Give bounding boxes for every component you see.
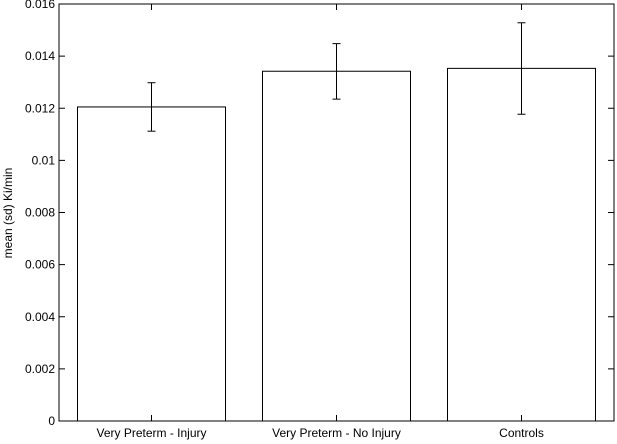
bar xyxy=(262,70,411,422)
y-tick-label: 0.014 xyxy=(25,49,55,63)
y-axis-ticks: 0 0.002 0.004 0.006 0.008 0.01 0.012 0.014 0.016 xyxy=(25,0,614,428)
x-axis-ticks: Very Preterm - Injury Very Preterm - No I… xyxy=(96,4,544,440)
x-tick-label: Controls xyxy=(499,426,544,440)
x-tick-label: Very Preterm - Injury xyxy=(96,426,206,440)
y-tick-label: 0.008 xyxy=(25,206,55,220)
y-tick-label: 0.006 xyxy=(25,258,55,272)
y-tick-label: 0.012 xyxy=(25,101,55,115)
y-tick-label: 0 xyxy=(48,414,55,428)
bar xyxy=(447,67,596,422)
y-tick-label: 0.01 xyxy=(32,153,56,167)
y-tick-label: 0.004 xyxy=(25,310,55,324)
y-tick-label: 0.016 xyxy=(25,0,55,11)
y-tick-label: 0.002 xyxy=(25,362,55,376)
error-bars-group xyxy=(147,22,526,132)
y-axis-label: mean (sd) Ki/min xyxy=(1,168,15,259)
bars-group xyxy=(77,67,596,422)
x-tick-label: Very Preterm - No Injury xyxy=(272,426,401,440)
bar xyxy=(77,106,226,422)
